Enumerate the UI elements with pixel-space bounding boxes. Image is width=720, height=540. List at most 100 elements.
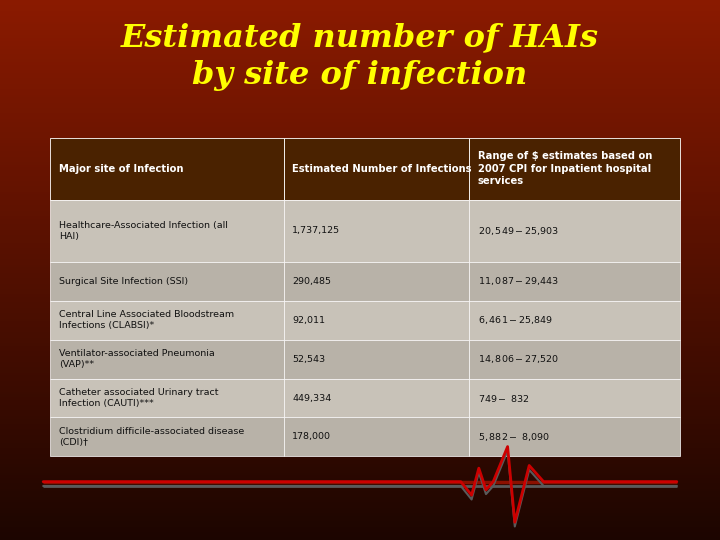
- Bar: [0, 227, 720, 229]
- Bar: [0, 256, 720, 259]
- Bar: [0, 518, 720, 521]
- Bar: [0, 432, 720, 435]
- Text: 92,011: 92,011: [292, 316, 325, 325]
- Bar: [0, 356, 720, 359]
- Bar: [0, 173, 720, 176]
- Bar: [50, 138, 284, 200]
- Bar: [0, 408, 720, 410]
- Bar: [0, 40, 720, 43]
- Bar: [284, 340, 469, 379]
- Text: Central Line Associated Bloodstream
Infections (CLABSI)*: Central Line Associated Bloodstream Infe…: [59, 310, 234, 330]
- Bar: [0, 178, 720, 181]
- Bar: [0, 386, 720, 389]
- Bar: [0, 197, 720, 200]
- Text: $11,087 - $29,443: $11,087 - $29,443: [478, 275, 559, 287]
- Bar: [0, 370, 720, 373]
- Bar: [0, 86, 720, 89]
- Bar: [0, 435, 720, 437]
- Bar: [0, 329, 720, 332]
- Bar: [0, 132, 720, 135]
- Bar: [0, 148, 720, 151]
- Bar: [0, 254, 720, 256]
- Bar: [0, 300, 720, 302]
- Text: Healthcare-Associated Infection (all
HAI): Healthcare-Associated Infection (all HAI…: [59, 221, 228, 241]
- Bar: [0, 375, 720, 378]
- Bar: [50, 417, 284, 456]
- Bar: [284, 379, 469, 417]
- Bar: [0, 410, 720, 413]
- Bar: [0, 51, 720, 54]
- Bar: [469, 138, 680, 200]
- Bar: [0, 265, 720, 267]
- Bar: [0, 294, 720, 297]
- Bar: [0, 413, 720, 416]
- Bar: [0, 313, 720, 316]
- Bar: [0, 402, 720, 405]
- Bar: [50, 262, 284, 301]
- Bar: [0, 364, 720, 367]
- Bar: [0, 348, 720, 351]
- Bar: [0, 130, 720, 132]
- Bar: [0, 297, 720, 300]
- Bar: [0, 159, 720, 162]
- Bar: [0, 510, 720, 513]
- Bar: [0, 456, 720, 459]
- Text: 178,000: 178,000: [292, 433, 331, 441]
- Bar: [284, 200, 469, 262]
- Bar: [0, 521, 720, 524]
- Bar: [469, 340, 680, 379]
- Bar: [0, 497, 720, 500]
- Bar: [0, 157, 720, 159]
- Bar: [0, 151, 720, 154]
- Bar: [0, 273, 720, 275]
- Bar: [284, 417, 469, 456]
- Bar: [0, 127, 720, 130]
- Bar: [0, 429, 720, 432]
- Text: $ 749 - $ 832: $ 749 - $ 832: [478, 393, 530, 403]
- Bar: [0, 22, 720, 24]
- Bar: [0, 232, 720, 235]
- Bar: [0, 78, 720, 81]
- Text: Catheter associated Urinary tract
Infection (CAUTI)***: Catheter associated Urinary tract Infect…: [59, 388, 219, 408]
- Bar: [0, 194, 720, 197]
- Bar: [0, 116, 720, 119]
- Bar: [0, 135, 720, 138]
- Bar: [0, 43, 720, 46]
- Bar: [0, 332, 720, 335]
- Bar: [0, 35, 720, 38]
- Bar: [0, 381, 720, 383]
- Text: Major site of Infection: Major site of Infection: [59, 164, 184, 174]
- Bar: [0, 392, 720, 394]
- Bar: [0, 167, 720, 170]
- Bar: [0, 14, 720, 16]
- Bar: [0, 100, 720, 103]
- Bar: [0, 105, 720, 108]
- Bar: [284, 138, 469, 200]
- Bar: [0, 27, 720, 30]
- Bar: [0, 537, 720, 540]
- Bar: [50, 301, 284, 340]
- Bar: [0, 68, 720, 70]
- Text: Range of $ estimates based on
2007 CPI for Inpatient hospital
services: Range of $ estimates based on 2007 CPI f…: [478, 151, 652, 186]
- Bar: [50, 340, 284, 379]
- Bar: [0, 16, 720, 19]
- Bar: [0, 378, 720, 381]
- Bar: [0, 505, 720, 508]
- Bar: [0, 529, 720, 532]
- Bar: [0, 524, 720, 526]
- Bar: [0, 54, 720, 57]
- Bar: [0, 216, 720, 219]
- Bar: [0, 62, 720, 65]
- Bar: [0, 437, 720, 440]
- Bar: [284, 301, 469, 340]
- Bar: [0, 262, 720, 265]
- Text: 52,543: 52,543: [292, 355, 325, 363]
- Bar: [0, 292, 720, 294]
- Text: $20,549 - $25,903: $20,549 - $25,903: [478, 225, 559, 237]
- Bar: [0, 176, 720, 178]
- Bar: [0, 454, 720, 456]
- Bar: [0, 19, 720, 22]
- Bar: [0, 92, 720, 94]
- Bar: [0, 181, 720, 184]
- Bar: [0, 184, 720, 186]
